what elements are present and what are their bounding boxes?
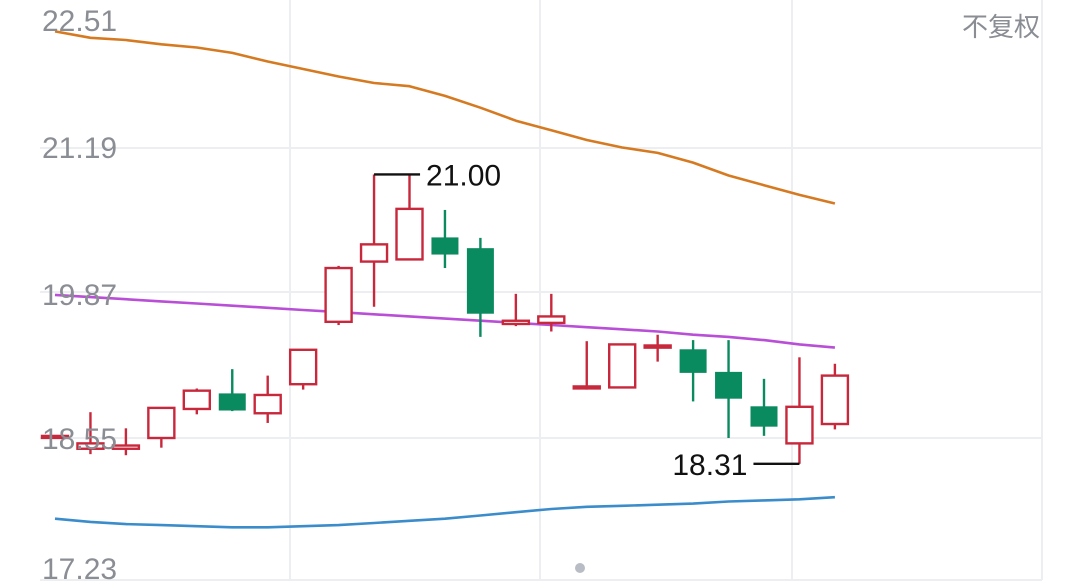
candle-body-up <box>324 266 353 324</box>
candle-body-up <box>820 374 850 426</box>
candle[interactable] <box>324 265 353 326</box>
candle-body-up <box>643 344 672 349</box>
candle[interactable] <box>253 375 282 423</box>
y-tick-label: 17.23 <box>42 553 117 586</box>
candle-body-down <box>466 248 494 314</box>
candle-body-up <box>288 348 318 386</box>
candle-body-up <box>785 405 814 445</box>
y-tick-label: 21.19 <box>42 132 117 165</box>
moving-average-lines <box>54 30 836 529</box>
high-value-label: 21.00 <box>426 159 501 192</box>
candle[interactable] <box>466 237 494 337</box>
candle-body-up <box>359 243 389 263</box>
candle[interactable] <box>785 357 814 464</box>
candlestick-series <box>40 174 850 464</box>
ma-upper-line <box>54 30 836 205</box>
candle[interactable] <box>395 174 424 261</box>
candle[interactable] <box>537 293 566 332</box>
candle-body-down <box>750 406 778 427</box>
candle[interactable] <box>111 428 141 456</box>
candle-body-up <box>608 343 637 389</box>
extreme-markers: 21.00 18.31 <box>374 159 800 482</box>
low-value-label: 18.31 <box>672 449 747 482</box>
y-axis-labels: 22.51 21.19 19.87 18.55 17.23 <box>42 5 117 586</box>
candle-body-up <box>572 385 601 390</box>
grid <box>40 0 1043 581</box>
adjustment-toggle[interactable]: 不复权 <box>962 13 1040 43</box>
candle-body-up <box>395 207 424 261</box>
candle-body-up <box>111 444 141 450</box>
candle[interactable] <box>288 348 318 390</box>
page-indicator-dot <box>575 563 585 573</box>
candle[interactable] <box>147 406 176 448</box>
candle-body-down <box>431 237 459 255</box>
candle-body-up <box>40 434 70 440</box>
candle[interactable] <box>572 341 601 390</box>
candle[interactable] <box>750 378 778 436</box>
candle-body-up <box>76 442 105 450</box>
candle[interactable] <box>218 369 246 412</box>
candle-body-down <box>715 371 743 399</box>
candle-body-up <box>501 319 531 326</box>
candle[interactable] <box>76 412 105 455</box>
y-tick-label: 19.87 <box>42 279 117 312</box>
candle-body-up <box>537 315 566 325</box>
ma-lower-line <box>54 495 835 529</box>
candle-body-up <box>147 406 176 440</box>
y-tick-label: 18.55 <box>42 423 117 456</box>
candle[interactable] <box>501 293 531 327</box>
candle[interactable] <box>715 340 743 438</box>
candle-body-down <box>218 393 246 411</box>
candle[interactable] <box>820 363 850 430</box>
candle[interactable] <box>40 434 70 440</box>
candle[interactable] <box>431 209 459 269</box>
ma-middle-line <box>54 293 836 349</box>
candle-body-up <box>182 389 212 411</box>
candle[interactable] <box>608 343 637 389</box>
candle[interactable] <box>182 388 212 415</box>
candle-body-up <box>253 393 282 415</box>
candle[interactable] <box>679 340 707 402</box>
candle[interactable] <box>359 174 389 307</box>
candle-body-down <box>679 349 707 373</box>
candle[interactable] <box>643 334 672 362</box>
y-tick-label: 22.51 <box>42 5 117 38</box>
